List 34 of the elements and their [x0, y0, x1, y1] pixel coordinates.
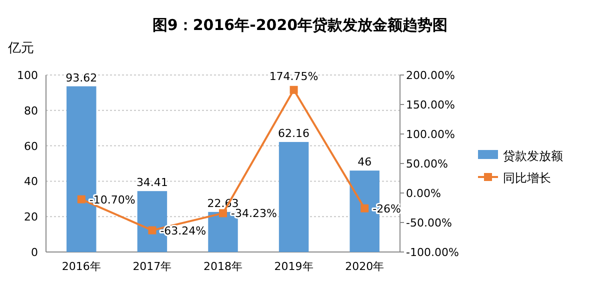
title: 图9：2016年-2020年贷款发放金额趋势图 — [152, 16, 448, 34]
y-tick-label: 20 — [24, 210, 38, 224]
bar — [278, 142, 309, 252]
point — [148, 226, 156, 234]
point — [360, 204, 369, 212]
point — [290, 86, 298, 94]
y-tick-label: 80 — [24, 104, 38, 118]
y2-tick-label: 200.00% — [406, 69, 455, 82]
y-tick-label: 40 — [24, 175, 38, 188]
point — [219, 209, 227, 218]
y2-tick-label: -50.00% — [406, 216, 452, 230]
y2-tick-label: -100.00% — [406, 246, 459, 259]
y2-tick-label: 100.00% — [406, 128, 455, 141]
data-label: 174.75% — [269, 70, 318, 83]
y-tick-label: 60 — [24, 140, 38, 153]
data-label: 93.62 — [66, 71, 98, 84]
x-tick-label: 2017年 — [132, 260, 172, 273]
data-label: 62.16 — [278, 126, 310, 140]
data-label: 34.41 — [136, 176, 168, 190]
x-tick-label: 2016年 — [62, 260, 101, 273]
y2-tick-label: 0.00% — [406, 187, 441, 200]
point — [77, 195, 86, 204]
y-tick-label: 0 — [31, 246, 38, 259]
legend-label: 贷款发放额 — [503, 149, 563, 163]
x-tick-label: 2019年 — [274, 260, 314, 273]
y-tick-label: 100 — [17, 69, 38, 82]
data-label: 46 — [358, 156, 372, 169]
data-label: -34.23% — [231, 207, 277, 220]
x-tick-label: 2020年 — [345, 260, 384, 273]
ylabel: 亿元 — [8, 41, 34, 56]
y2-tick-label: 50.00% — [406, 158, 448, 170]
x-tick-label: 2018年 — [204, 260, 242, 273]
y2-tick-label: 150.00% — [406, 98, 455, 112]
legend-label: 同比增长 — [503, 171, 551, 185]
